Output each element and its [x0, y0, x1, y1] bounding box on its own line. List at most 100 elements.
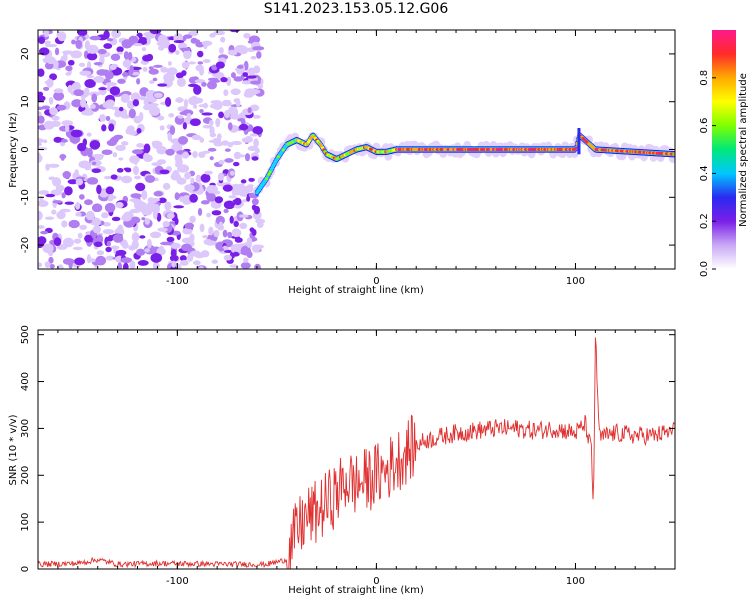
spectrogram-noise-cell — [242, 198, 248, 203]
spectrogram-noise-cell — [231, 140, 242, 146]
spectrogram-noise-cell — [230, 72, 236, 79]
spectrogram-noise-cell — [67, 179, 79, 185]
spectrogram-noise-cell — [38, 36, 46, 45]
spectrogram-noise-cell — [120, 257, 133, 264]
spectrogram-noise-cell — [251, 198, 259, 206]
spectrogram-noise-cell — [237, 64, 244, 69]
spectrogram-noise-cell — [89, 103, 96, 109]
spectrogram-noise-cell — [57, 31, 67, 42]
spectrogram-noise-cell — [38, 190, 50, 195]
spectrogram-noise-cell — [232, 229, 240, 237]
spectrogram-noise-cell — [153, 64, 163, 68]
spectrogram-noise-cell — [206, 80, 217, 90]
spectrogram-noise-cell — [143, 104, 152, 111]
spectrogram-noise-cell — [199, 108, 204, 114]
spectrogram-noise-cell — [231, 186, 236, 197]
spectrogram-noise-cell — [252, 125, 264, 135]
spectrogram-noise-cell — [175, 263, 182, 269]
spectrogram-noise-cell — [137, 259, 149, 266]
spectrogram-noise-cell — [177, 135, 189, 145]
spectrogram-noise-cell — [229, 113, 241, 120]
spectrogram-noise-cell — [102, 222, 111, 227]
spectrogram-noise-cell — [77, 142, 87, 152]
spectrogram-noise-cell — [136, 128, 142, 134]
spectrogram-noise-cell — [131, 149, 144, 155]
spectrogram-noise-cell — [75, 178, 84, 186]
spectrogram-noise-cell — [223, 89, 229, 97]
spectrogram-noise-cell — [200, 250, 210, 258]
spectrogram-noise-cell — [93, 75, 105, 83]
spectrogram-noise-cell — [247, 107, 252, 114]
snr-x-tick-label: 0 — [373, 576, 379, 587]
spectrogram-noise-cell — [77, 30, 88, 37]
spectrogram-noise-cell — [44, 216, 55, 220]
spectrogram-noise-cell — [176, 177, 187, 185]
spectrogram-noise-cell — [175, 72, 184, 79]
spectrogram-noise-cell — [81, 110, 94, 116]
spectrogram-noise-cell — [170, 242, 181, 249]
spectrogram-noise-cell — [256, 220, 264, 229]
spectrogram-noise-cell — [143, 143, 151, 154]
spectrogram-noise-cell — [61, 220, 68, 228]
spectrogram-noise-cell — [252, 114, 261, 119]
spectrogram-noise-cell — [252, 46, 265, 51]
spectrogram-noise-cell — [182, 122, 187, 130]
spectrogram-noise-cell — [106, 99, 115, 108]
spectrogram-noise-cell — [50, 120, 61, 127]
spectrogram-noise-cell — [56, 264, 64, 269]
spectrogram-noise-cell — [251, 204, 257, 211]
spectrogram-noise-cell — [213, 30, 226, 36]
spectrogram-noise-cell — [93, 62, 103, 66]
spectrogram-noise-cell — [129, 155, 140, 164]
spectrogram-noise-cell — [133, 43, 143, 47]
spectrogram-noise-cell — [159, 125, 165, 131]
spectrogram-noise-cell — [160, 66, 169, 73]
spectrogram-noise-cell — [246, 239, 252, 248]
spectrogram-noise-cell — [208, 226, 214, 236]
spectrogram-noise-cell — [101, 124, 107, 132]
spectrogram-noise-cell — [218, 47, 224, 54]
spectrogram-noise-cell — [247, 67, 256, 76]
spectrogram-x-tick-label: 100 — [566, 276, 585, 287]
spectrogram-noise-cell — [158, 197, 167, 204]
spectrogram-noise-cell — [38, 225, 45, 229]
spectrogram-noise-cell — [218, 221, 224, 230]
spectrogram-noise-cell — [38, 115, 45, 124]
spectrogram-noise-cell — [123, 262, 129, 269]
spectrogram-noise-cell — [115, 201, 124, 209]
spectrogram-noise-cell — [247, 145, 259, 151]
spectrogram-noise-cell — [112, 152, 118, 158]
spectrogram-noise-cell — [86, 132, 92, 137]
spectrogram-noise-cell — [61, 120, 74, 126]
spectrogram-noise-cell — [105, 82, 118, 86]
snr-y-tick-label: 400 — [20, 372, 31, 391]
spectrogram-noise-cell — [230, 244, 236, 253]
spectrogram-noise-cell — [228, 106, 236, 115]
spectrogram-noise-cell — [91, 203, 103, 213]
spectrogram-noise-cell — [53, 88, 64, 94]
spectrogram-noise-cell — [227, 231, 233, 239]
spectrogram-noise-cell — [142, 54, 152, 62]
spectrogram-noise-cell — [188, 61, 196, 65]
spectrogram-noise-cell — [173, 40, 185, 44]
spectrogram-noise-cell — [136, 78, 141, 85]
spectrogram-noise-cell — [111, 216, 121, 222]
spectrogram-noise-cell — [154, 141, 163, 148]
spectrogram-noise-cell — [141, 189, 148, 200]
spectrogram-noise-cell — [190, 250, 201, 257]
spectrogram-noise-cell — [175, 158, 183, 166]
spectrogram-noise-cell — [220, 36, 226, 43]
spectrogram-noise-cell — [48, 96, 54, 105]
spectrogram-noise-cell — [223, 208, 229, 214]
spectrogram-noise-cell — [193, 97, 204, 104]
spectrogram-noise-cell — [115, 144, 126, 152]
spectrogram-noise-cell — [233, 76, 244, 82]
spectrogram-noise-cell — [233, 220, 239, 228]
spectrogram-noise-cell — [120, 114, 131, 119]
spectrogram-noise-cell — [43, 30, 50, 38]
spectrogram-noise-cell — [215, 215, 225, 225]
spectrogram-noise-cell — [251, 156, 259, 161]
spectrogram-noise-cell — [189, 233, 195, 242]
spectrogram-noise-cell — [151, 162, 163, 167]
